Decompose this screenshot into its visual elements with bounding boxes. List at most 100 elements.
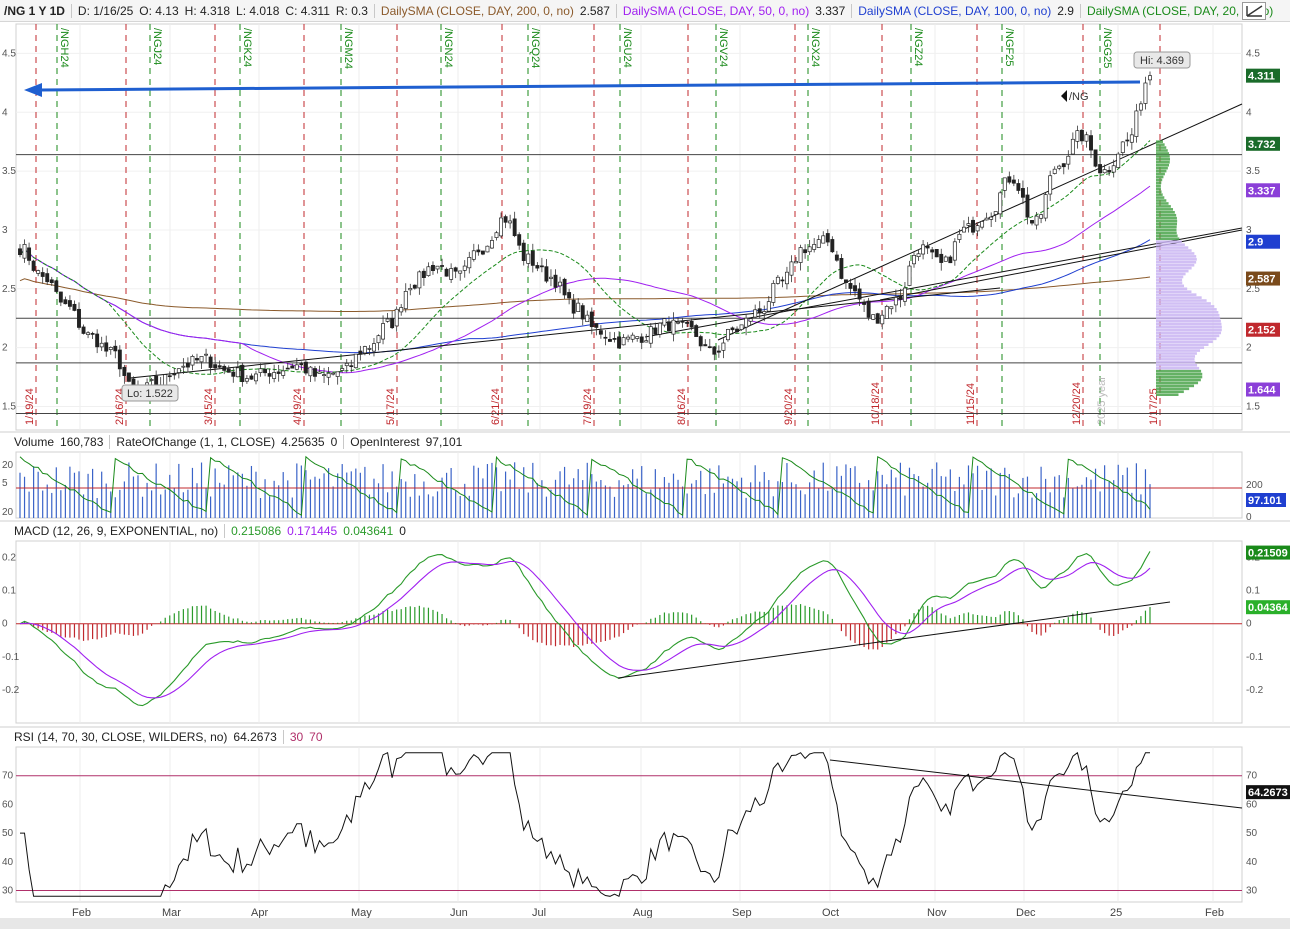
rsi-panel-frame	[15, 746, 1243, 903]
price-tick-label-right: 2.5	[1246, 284, 1260, 295]
sma50-label[interactable]: DailySMA (CLOSE, DAY, 50, 0, no)	[622, 3, 810, 18]
macd-signal-value: 0.171445	[287, 524, 338, 538]
candle-body	[685, 321, 690, 324]
candle-body	[36, 270, 41, 274]
candle-body	[267, 373, 272, 377]
hi-annotation-box	[1133, 51, 1191, 69]
volume-profile-bar	[1156, 158, 1171, 161]
chart-header: /NG 1 Y 1D D: 1/16/25 O: 4.13 H: 4.318 L…	[0, 0, 1290, 22]
volume-profile-bar	[1156, 390, 1184, 394]
volume-profile-bar	[1156, 166, 1168, 170]
volume-profile-bar	[1156, 172, 1165, 176]
candle-body	[1043, 194, 1048, 219]
candle-body	[875, 313, 880, 324]
expiry-label: /NGU24	[621, 28, 633, 68]
candle-body	[1148, 75, 1152, 81]
volume-profile-bar	[1156, 181, 1162, 185]
volume-profile-bar	[1156, 219, 1178, 223]
candle-body	[839, 258, 844, 279]
candle-body	[322, 374, 327, 377]
x-axis-label: Feb	[1205, 907, 1224, 919]
sma20-label[interactable]: DailySMA (CLOSE, DAY, 20, 0, no)	[1086, 3, 1274, 18]
candle-body	[86, 332, 91, 335]
volume-title[interactable]: Volume	[14, 435, 55, 449]
candle-body	[254, 373, 258, 382]
volume-profile-bar	[1156, 210, 1175, 214]
candle-body	[27, 247, 32, 261]
candle-body	[349, 365, 354, 367]
candle-body	[453, 267, 458, 272]
drawing-tool-icon[interactable]	[1242, 2, 1266, 20]
sma100-label[interactable]: DailySMA (CLOSE, DAY, 100, 0, no)	[858, 3, 1052, 18]
candle-body	[893, 297, 898, 306]
candle-body	[744, 317, 749, 328]
expiry-label: /NGZ24	[912, 28, 924, 67]
candle-body	[399, 307, 404, 313]
oi-label[interactable]: OpenInterest	[350, 435, 420, 449]
price-panel-frame	[15, 23, 1243, 431]
candle-body	[195, 358, 199, 361]
candle-body	[22, 244, 27, 259]
candle-body	[780, 279, 785, 282]
candle-body	[335, 371, 340, 377]
candle-body	[417, 271, 422, 289]
rsi-title[interactable]: RSI (14, 70, 30, CLOSE, WILDERS, no)	[14, 730, 228, 744]
candle-body	[208, 356, 213, 368]
candle-body	[735, 328, 739, 333]
date-label: 4/19/24	[292, 388, 304, 425]
candle-body	[594, 323, 599, 328]
candle-body	[376, 335, 381, 344]
candle-body	[408, 288, 413, 291]
macd-title[interactable]: MACD (12, 26, 9, EXPONENTIAL, no)	[14, 524, 219, 538]
candle-body	[721, 342, 726, 351]
volume-profile-bar	[1156, 316, 1221, 320]
volume-tick-label: 20	[2, 507, 14, 518]
macd-tick-label-left: 0	[2, 619, 8, 630]
date-label: 8/16/24	[676, 388, 688, 425]
price-tag: 2.587	[1248, 274, 1276, 286]
expiry-label: /NGX24	[809, 28, 821, 67]
rsi-tick-label-left: 40	[2, 857, 14, 868]
candle-body	[739, 324, 744, 330]
price-tick-label: 1.5	[2, 401, 16, 412]
macd-tag: 0.21509	[1248, 548, 1288, 560]
candle-body	[499, 217, 503, 237]
volume-profile-bar	[1156, 225, 1177, 229]
date-label: 1/19/24	[24, 388, 36, 425]
macd-tick-label: -0.1	[1246, 652, 1264, 663]
candle-body	[648, 326, 653, 344]
expiry-label: /NGK24	[241, 28, 253, 67]
candle-body	[689, 320, 694, 328]
candle-body	[394, 308, 399, 327]
volume-profile-bar	[1156, 243, 1185, 246]
candle-body	[848, 282, 853, 289]
rsi-tick-label-left: 30	[2, 886, 14, 897]
volume-profile-bar	[1156, 261, 1197, 264]
open-value: O: 4.13	[139, 3, 179, 18]
candle-body	[67, 300, 72, 307]
volume-profile-bar	[1156, 311, 1219, 314]
candle-body	[930, 249, 935, 253]
roc-label[interactable]: RateOfChange (1, 1, CLOSE)	[116, 435, 276, 449]
divider	[343, 435, 345, 449]
candle-body	[816, 239, 821, 248]
rsi-line	[20, 751, 1150, 898]
candle-body	[294, 364, 299, 370]
sma200-label[interactable]: DailySMA (CLOSE, DAY, 200, 0, no)	[380, 3, 574, 18]
macd-trend-line	[617, 601, 1171, 679]
candle-body	[716, 350, 721, 353]
candle-body	[199, 356, 204, 363]
candle-body	[154, 375, 159, 386]
candle-body	[1030, 220, 1034, 224]
volume-panel-frame	[15, 451, 1243, 519]
status-strip	[0, 918, 1290, 929]
rsi-tick-label: 30	[1246, 886, 1258, 897]
oi-value: 97,101	[425, 435, 463, 449]
macd-panel-header: MACD (12, 26, 9, EXPONENTIAL, no) 0.2150…	[14, 523, 406, 539]
volume-profile-bar	[1156, 178, 1163, 182]
date-label: 2025 year	[1096, 376, 1108, 425]
symbol-label[interactable]: /NG 1 Y 1D	[4, 3, 65, 18]
candle-body	[943, 256, 948, 262]
candle-body	[299, 363, 304, 366]
